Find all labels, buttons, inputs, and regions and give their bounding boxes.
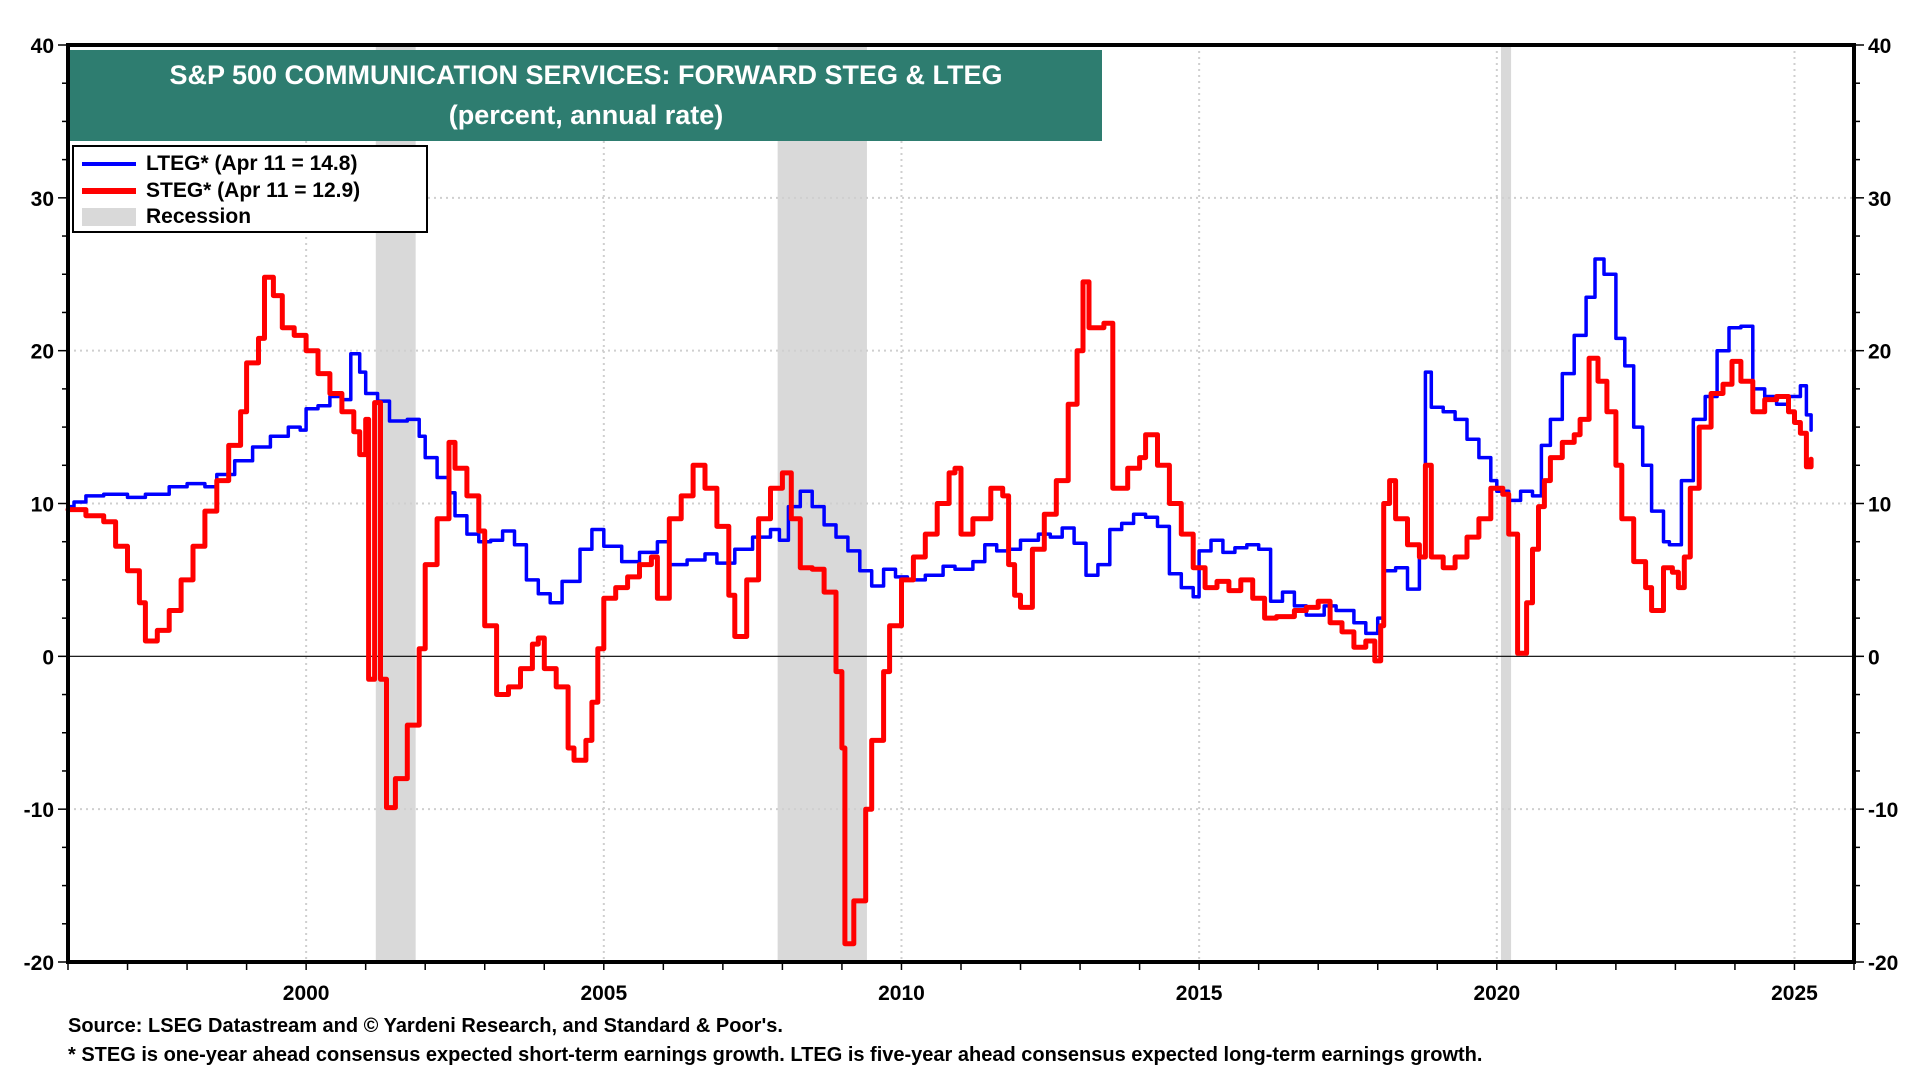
axes [58, 43, 1864, 970]
series-line-lteg [66, 257, 1813, 636]
series-line-steg [65, 274, 1814, 947]
x-tick-label: 2005 [580, 982, 627, 1005]
legend-label-lteg: LTEG* (Apr 11 = 14.8) [146, 152, 358, 175]
y-tick-label-left: 20 [31, 341, 54, 364]
gridlines [68, 45, 1854, 962]
y-tick-label-left: -20 [24, 952, 54, 975]
chart-subtitle: (percent, annual rate) [448, 100, 724, 130]
y-tick-label-left: 30 [31, 188, 54, 211]
source-note: Source: LSEG Datastream and © Yardeni Re… [68, 1015, 783, 1037]
definition-note: * STEG is one-year ahead consensus expec… [68, 1044, 1483, 1066]
recession-band [1500, 45, 1512, 962]
y-tick-label-left: -10 [24, 799, 54, 822]
y-tick-label-right: 20 [1868, 341, 1891, 364]
y-tick-label-left: 10 [31, 494, 54, 517]
legend-item-recession: Recession [82, 204, 251, 230]
y-tick-label-left: 0 [42, 646, 54, 669]
legend-label-recession: Recession [146, 205, 252, 228]
x-tick-label: 2025 [1771, 982, 1818, 1005]
y-tick-label-right: 0 [1868, 646, 1880, 669]
legend-item-steg: STEG* (Apr 11 = 12.9) [82, 178, 360, 204]
y-tick-label-right: -10 [1868, 799, 1898, 822]
y-tick-label-right: 40 [1868, 35, 1891, 58]
legend: LTEG* (Apr 11 = 14.8) STEG* (Apr 11 = 12… [72, 145, 428, 233]
chart-title-box: S&P 500 COMMUNICATION SERVICES: FORWARD … [70, 50, 1102, 141]
x-tick-label: 2010 [878, 982, 925, 1005]
y-tick-label-right: -20 [1868, 952, 1898, 975]
legend-swatch-steg [82, 188, 136, 194]
y-tick-label-right: 10 [1868, 494, 1891, 517]
legend-item-lteg: LTEG* (Apr 11 = 14.8) [82, 151, 357, 177]
chart-title: S&P 500 COMMUNICATION SERVICES: FORWARD … [169, 60, 1003, 90]
y-tick-label-right: 30 [1868, 188, 1891, 211]
y-tick-label-left: 40 [31, 35, 54, 58]
x-tick-label: 2015 [1176, 982, 1223, 1005]
legend-label-steg: STEG* (Apr 11 = 12.9) [146, 179, 361, 202]
x-tick-label: 2020 [1473, 982, 1520, 1005]
legend-swatch-recession [82, 208, 136, 226]
legend-swatch-lteg [82, 162, 136, 166]
series-lines [65, 257, 1814, 947]
x-tick-label: 2000 [283, 982, 330, 1005]
